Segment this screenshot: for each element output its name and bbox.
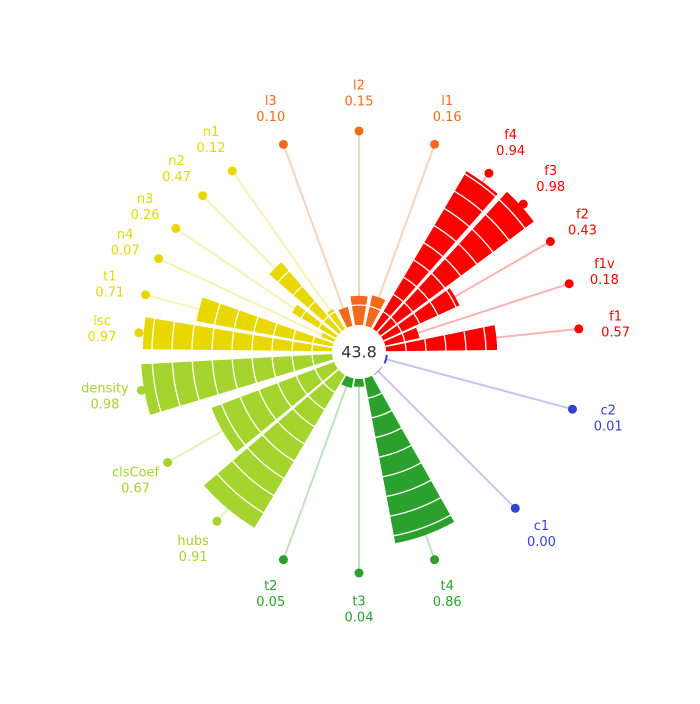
value-label: 0.04 bbox=[345, 611, 374, 626]
value-label: 0.97 bbox=[88, 330, 117, 345]
dot bbox=[134, 328, 143, 337]
value-label: 0.15 bbox=[345, 95, 374, 110]
dot bbox=[228, 166, 237, 175]
dot bbox=[568, 405, 577, 414]
category-label: t1 bbox=[103, 270, 116, 285]
dot bbox=[546, 237, 555, 246]
dot bbox=[430, 555, 439, 564]
category-label: t3 bbox=[352, 595, 365, 610]
dot bbox=[279, 140, 288, 149]
category-label: n1 bbox=[203, 125, 220, 140]
category-label: f4 bbox=[504, 128, 517, 143]
center-label: 43.8 bbox=[341, 343, 377, 362]
value-label: 0.18 bbox=[590, 273, 619, 288]
category-label: lsc bbox=[93, 314, 111, 329]
bar bbox=[364, 376, 455, 544]
dot bbox=[430, 140, 439, 149]
category-label: n4 bbox=[117, 227, 134, 242]
dot bbox=[171, 224, 180, 233]
value-label: 0.10 bbox=[256, 110, 285, 125]
category-label: f1v bbox=[594, 257, 615, 272]
category-label: n3 bbox=[137, 192, 154, 207]
guide-line bbox=[146, 295, 200, 309]
dot bbox=[484, 169, 493, 178]
value-label: 0.86 bbox=[433, 595, 462, 610]
category-label: density bbox=[81, 381, 129, 396]
value-label: 0.98 bbox=[90, 397, 119, 412]
value-label: 0.07 bbox=[111, 243, 140, 258]
dot bbox=[154, 254, 163, 263]
category-label: f3 bbox=[544, 164, 557, 179]
value-label: 0.67 bbox=[121, 482, 150, 497]
guide-line bbox=[387, 359, 573, 409]
category-label: f1 bbox=[609, 310, 622, 325]
value-label: 0.94 bbox=[496, 144, 525, 159]
value-label: 0.43 bbox=[568, 224, 597, 239]
category-label: clsCoef bbox=[112, 466, 160, 481]
category-label: hubs bbox=[177, 534, 209, 549]
category-label: c2 bbox=[600, 403, 615, 418]
value-label: 0.98 bbox=[536, 180, 565, 195]
value-label: 0.05 bbox=[256, 595, 285, 610]
category-label: l1 bbox=[441, 94, 453, 109]
bar bbox=[353, 379, 364, 387]
dot bbox=[355, 127, 364, 136]
dot bbox=[212, 517, 221, 526]
category-label: c1 bbox=[534, 519, 549, 534]
dot bbox=[163, 458, 172, 467]
category-label: l3 bbox=[265, 94, 277, 109]
bar-segment-line bbox=[312, 344, 313, 351]
category-label: l2 bbox=[353, 79, 365, 94]
bar-segment-line bbox=[351, 305, 366, 306]
dot bbox=[511, 504, 520, 513]
category-label: n2 bbox=[168, 154, 185, 169]
dot bbox=[355, 569, 364, 578]
dot bbox=[565, 279, 574, 288]
value-label: 0.47 bbox=[162, 170, 191, 185]
value-label: 0.12 bbox=[197, 141, 226, 156]
category-label: t4 bbox=[441, 579, 454, 594]
value-label: 0.26 bbox=[131, 208, 160, 223]
dot bbox=[198, 191, 207, 200]
guide-line bbox=[168, 431, 223, 463]
guide-line bbox=[496, 329, 578, 338]
value-label: 0.01 bbox=[594, 419, 623, 434]
value-label: 0.91 bbox=[179, 550, 208, 565]
value-label: 0.00 bbox=[527, 535, 556, 550]
dot bbox=[574, 324, 583, 333]
category-label: f2 bbox=[576, 208, 589, 223]
value-label: 0.16 bbox=[433, 110, 462, 125]
category-label: t2 bbox=[264, 579, 277, 594]
guide-line bbox=[203, 196, 275, 268]
value-label: 0.57 bbox=[601, 326, 630, 341]
value-label: 0.71 bbox=[95, 286, 124, 301]
dot bbox=[141, 290, 150, 299]
dot bbox=[279, 555, 288, 564]
